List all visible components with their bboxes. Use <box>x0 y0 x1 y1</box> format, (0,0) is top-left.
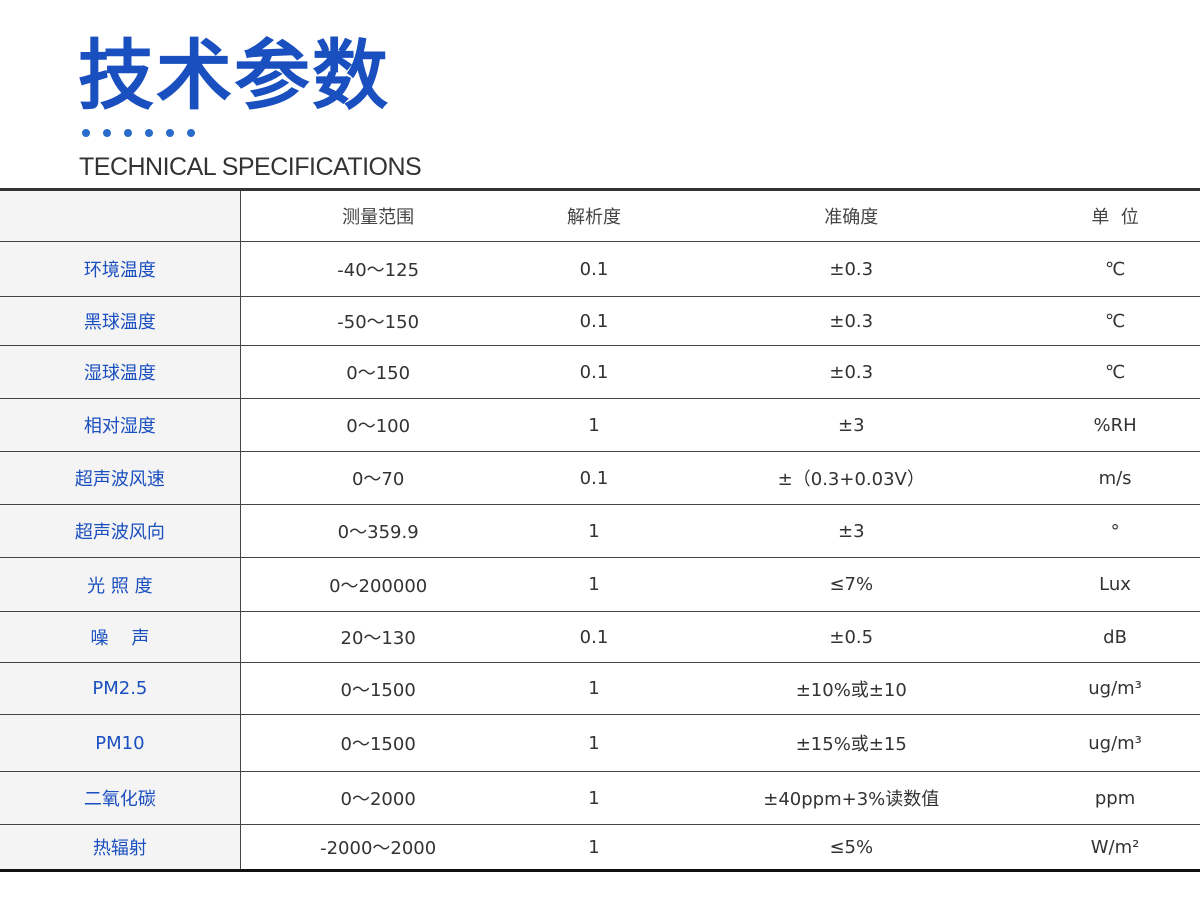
column-header: 解析度 <box>515 189 673 242</box>
table-cell: 0～2000 <box>240 771 516 825</box>
table-cell: ≤5% <box>829 836 874 858</box>
table-row: 热辐射 -2000～2000 1 ≤5% W/m² <box>0 824 1200 871</box>
table-cell: 0～359.9 <box>240 504 516 558</box>
table-cell: ℃ <box>1030 241 1200 297</box>
table-cell: 1 <box>588 836 600 858</box>
table-cell: ±10%或±10 <box>672 662 1031 715</box>
table-cell: ppm <box>1030 771 1200 825</box>
row-label: 噪 声 <box>0 611 241 663</box>
table-cell: 0.1 <box>515 345 673 399</box>
table-row: 黑球温度 -50～150 0.1 ±0.3 ℃ <box>0 296 1200 346</box>
table-cell: ≤7% <box>672 557 1031 612</box>
table-cell: ° <box>1030 504 1200 558</box>
table-cell: ±0.3 <box>672 345 1031 399</box>
row-label: 热辐射 <box>0 824 241 871</box>
table-cell: 0～200000 <box>240 557 516 612</box>
table-cell: 1 <box>515 398 673 452</box>
table-cell: 1 <box>515 714 673 772</box>
row-label: PM10 <box>0 714 241 772</box>
table-row: 噪 声 20～130 0.1 ±0.5 dB <box>0 611 1200 663</box>
row-label: 相对湿度 <box>0 398 241 452</box>
column-header: 准确度 <box>672 189 1031 242</box>
table-cell: ±3 <box>672 504 1031 558</box>
table-cell: ±40ppm+3%读数值 <box>672 771 1031 825</box>
table-cell: 0～70 <box>240 451 516 505</box>
table-cell: 20～130 <box>240 611 516 663</box>
table-cell: ℃ <box>1030 296 1200 346</box>
table-row: 超声波风速 0～70 0.1 ±（0.3+0.03V） m/s <box>0 451 1200 505</box>
table-cell: ℃ <box>1030 345 1200 399</box>
row-label: 环境温度 <box>0 241 241 297</box>
table-cell: ±0.3 <box>672 296 1031 346</box>
table-row: 相对湿度 0～100 1 ±3 %RH <box>0 398 1200 452</box>
table-cell: -50～150 <box>240 296 516 346</box>
table-row: PM10 0～1500 1 ±15%或±15 ug/m³ <box>0 714 1200 772</box>
table-cell: 0.1 <box>515 241 673 297</box>
column-header: 测量范围 <box>240 189 516 242</box>
table-cell: ±0.5 <box>672 611 1031 663</box>
column-header <box>0 189 241 242</box>
table-cell: 0.1 <box>515 296 673 346</box>
table-row: 环境温度 -40～125 0.1 ±0.3 ℃ <box>0 241 1200 297</box>
row-label: 超声波风速 <box>0 451 241 505</box>
table-row: 光 照 度 0～200000 1 ≤7% Lux <box>0 557 1200 612</box>
table-cell: -40～125 <box>240 241 516 297</box>
table-row: 二氧化碳 0～2000 1 ±40ppm+3%读数值 ppm <box>0 771 1200 825</box>
table-cell: ±（0.3+0.03V） <box>672 451 1031 505</box>
table-cell: 0～1500 <box>240 662 516 715</box>
spec-table: 测量范围 解析度 准确度单 位环境温度 -40～125 0.1 ±0.3 ℃ 黑球温度 -50～… <box>0 188 1200 872</box>
row-label: 超声波风向 <box>0 504 241 558</box>
row-label: 光 照 度 <box>0 557 241 612</box>
table-cell: 0～150 <box>240 345 516 399</box>
page-title: 技术参数 <box>78 31 390 120</box>
table-cell: 1 <box>515 504 673 558</box>
table-cell: W/m² <box>1090 836 1140 858</box>
table-row: PM2.5 0～1500 1 ±10%或±10 ug/m³ <box>0 662 1200 715</box>
table-cell: 0～1500 <box>240 714 516 772</box>
table-cell: ±0.3 <box>672 241 1031 297</box>
table-cell: 1 <box>515 662 673 715</box>
table-cell: 0.1 <box>515 451 673 505</box>
table-cell: %RH <box>1030 398 1200 452</box>
row-label: 二氧化碳 <box>0 771 241 825</box>
table-cell: Lux <box>1030 557 1200 612</box>
table-cell: 0～100 <box>240 398 516 452</box>
row-label: 黑球温度 <box>0 296 241 346</box>
table-row: 超声波风向 0～359.9 1 ±3 ° <box>0 504 1200 558</box>
table-cell: -2000～2000 <box>320 838 437 859</box>
column-header: 单 位 <box>1030 189 1200 242</box>
table-cell: ±3 <box>672 398 1031 452</box>
page-subtitle: TECHNICAL SPECIFICATIONS <box>79 153 422 181</box>
table-cell: 1 <box>515 771 673 825</box>
table-cell: m/s <box>1030 451 1200 505</box>
decorative-dots <box>82 129 195 137</box>
table-cell: 1 <box>515 557 673 612</box>
row-label: 湿球温度 <box>0 345 241 399</box>
table-cell: 0.1 <box>515 611 673 663</box>
table-cell: dB <box>1030 611 1200 663</box>
table-row: 湿球温度 0～150 0.1 ±0.3 ℃ <box>0 345 1200 399</box>
row-label: PM2.5 <box>0 662 241 715</box>
table-cell: ug/m³ <box>1030 662 1200 715</box>
table-cell: ±15%或±15 <box>672 714 1031 772</box>
table-header-row: 测量范围 解析度 准确度单 位 <box>0 189 1200 242</box>
table-cell: ug/m³ <box>1030 714 1200 772</box>
